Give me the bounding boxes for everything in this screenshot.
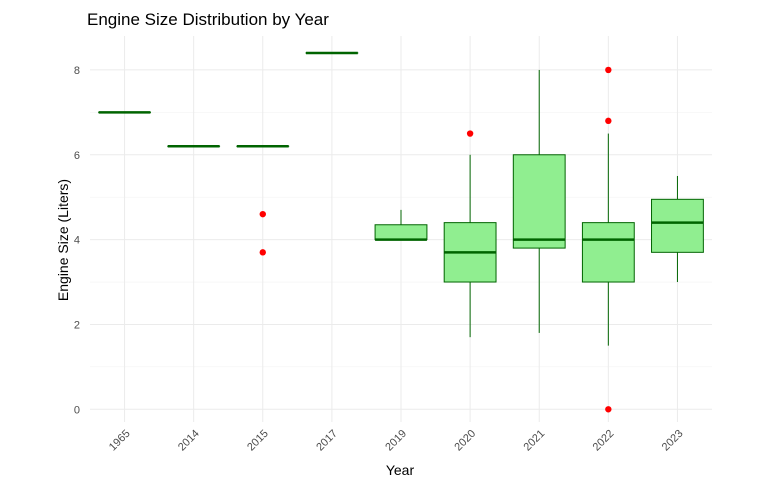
x-tick-label: 2021	[522, 428, 548, 454]
x-tick-label: 2022	[591, 428, 617, 454]
y-axis-ticks: 0 2 4 6 8	[74, 65, 80, 416]
boxes	[98, 51, 704, 346]
outlier-point-2022	[605, 66, 612, 74]
x-tick-label: 2020	[452, 428, 478, 454]
outlier-point-2015	[259, 249, 266, 256]
outliers	[259, 66, 612, 413]
y-axis-title: Engine Size (Liters)	[55, 179, 71, 301]
box-body	[581, 222, 635, 283]
box-2023	[651, 175, 704, 283]
box-2022	[581, 133, 635, 346]
box-body	[512, 154, 566, 249]
y-tick-label: 8	[74, 65, 80, 77]
y-tick-label: 2	[74, 319, 80, 331]
outlier-point-2020	[466, 130, 474, 137]
y-tick-label: 6	[74, 150, 80, 162]
x-tick-label: 2019	[383, 428, 409, 454]
box-2021	[512, 69, 566, 333]
box-body	[651, 198, 704, 253]
outlier-point-2022	[605, 117, 612, 125]
outlier-point-2015	[259, 210, 266, 218]
x-tick-label: 2017	[314, 428, 340, 454]
box-2019	[374, 209, 428, 241]
x-axis-ticks: 1965 2014 2015 2017 2019 2020 2021 2022 2023	[107, 428, 686, 454]
x-tick-label: 2014	[176, 428, 202, 454]
box-2020	[443, 154, 497, 338]
x-axis-title: Year	[386, 462, 415, 478]
outlier-point-2022	[605, 406, 612, 413]
x-tick-label: 1965	[107, 428, 133, 454]
y-tick-label: 0	[74, 404, 80, 416]
chart-title: Engine Size Distribution by Year	[87, 10, 329, 29]
x-tick-label: 2015	[245, 428, 271, 454]
x-tick-label: 2023	[660, 428, 686, 454]
y-tick-label: 4	[74, 235, 80, 247]
box-body	[374, 224, 428, 241]
